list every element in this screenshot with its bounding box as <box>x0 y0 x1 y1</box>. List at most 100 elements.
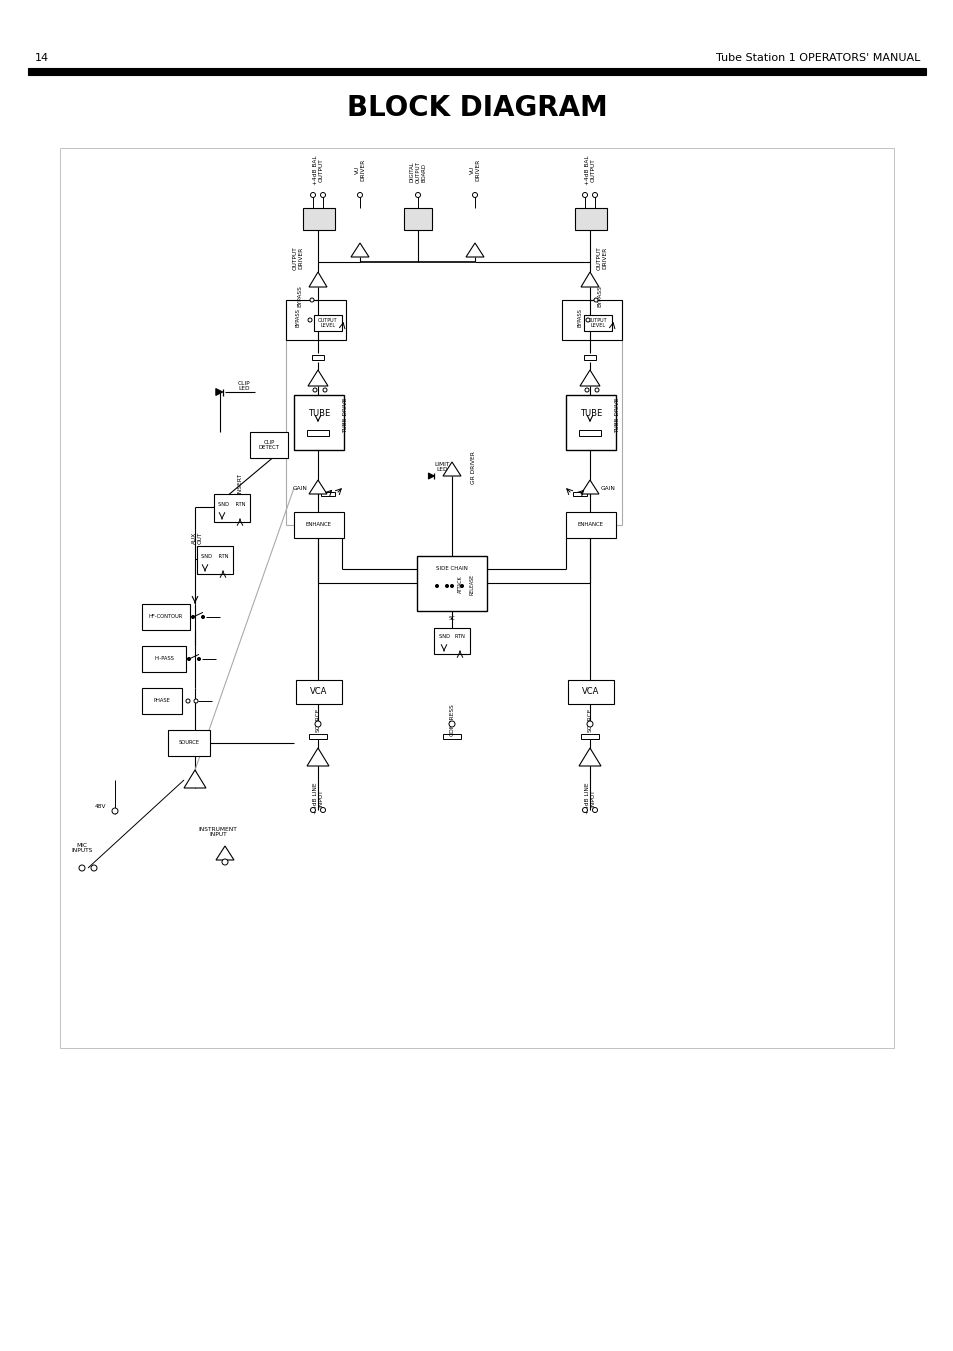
Text: SND   RTN: SND RTN <box>438 634 464 639</box>
Bar <box>142 604 190 630</box>
Text: DIGITAL
OUTPUT
BOARD: DIGITAL OUTPUT BOARD <box>409 161 426 182</box>
Circle shape <box>320 192 325 197</box>
Text: BYPASS: BYPASS <box>577 308 582 327</box>
Text: SND    RTN: SND RTN <box>201 554 229 558</box>
Text: GR DRIVER: GR DRIVER <box>471 451 476 485</box>
Bar <box>142 646 186 671</box>
Bar <box>307 430 329 436</box>
Text: Tube Station 1 OPERATORS' MANUAL: Tube Station 1 OPERATORS' MANUAL <box>715 53 919 63</box>
Polygon shape <box>465 243 483 257</box>
Bar <box>580 734 598 739</box>
Text: INSERT: INSERT <box>237 473 242 494</box>
Bar <box>561 300 621 340</box>
Circle shape <box>586 721 593 727</box>
Bar <box>295 680 341 704</box>
Circle shape <box>193 698 198 703</box>
Text: OUTPUT
LEVEL: OUTPUT LEVEL <box>588 317 607 328</box>
Text: 14: 14 <box>35 53 49 63</box>
Bar <box>312 355 324 359</box>
Text: ENHANCE: ENHANCE <box>306 523 332 527</box>
Circle shape <box>197 658 200 661</box>
Bar <box>294 512 344 538</box>
Circle shape <box>188 658 191 661</box>
Polygon shape <box>578 748 600 766</box>
Bar <box>168 730 210 757</box>
Text: TUBE: TUBE <box>308 408 330 417</box>
Bar <box>309 734 327 739</box>
Text: BLOCK DIAGRAM: BLOCK DIAGRAM <box>346 95 607 122</box>
Text: COMPRESS: COMPRESS <box>449 704 454 736</box>
Bar <box>286 300 346 340</box>
Circle shape <box>472 192 477 197</box>
Circle shape <box>357 192 362 197</box>
Circle shape <box>592 808 597 812</box>
Bar <box>573 492 586 496</box>
Bar <box>575 208 606 230</box>
Circle shape <box>582 192 587 197</box>
Text: MIC
INPUTS: MIC INPUTS <box>71 843 92 854</box>
Text: VCA: VCA <box>581 688 599 697</box>
Circle shape <box>320 808 325 812</box>
Text: ENHANCE: ENHANCE <box>578 523 603 527</box>
Text: +4dB LINE
INPUT: +4dB LINE INPUT <box>584 782 595 813</box>
Circle shape <box>186 698 190 703</box>
Text: GAIN: GAIN <box>293 485 307 490</box>
Text: OUTPUT
LEVEL: OUTPUT LEVEL <box>318 317 337 328</box>
Circle shape <box>449 721 455 727</box>
Polygon shape <box>442 462 460 476</box>
Circle shape <box>416 192 420 197</box>
Circle shape <box>308 317 312 322</box>
Polygon shape <box>351 243 369 257</box>
Polygon shape <box>307 748 329 766</box>
Bar <box>578 430 600 436</box>
Text: INSTRUMENT
INPUT: INSTRUMENT INPUT <box>198 827 237 838</box>
Text: HF-CONTOUR: HF-CONTOUR <box>149 615 183 620</box>
Bar <box>250 432 288 458</box>
Polygon shape <box>215 846 233 861</box>
Text: TUBE DRIVE: TUBE DRIVE <box>615 397 619 432</box>
Bar <box>142 688 182 713</box>
Circle shape <box>201 616 204 619</box>
Text: VCA: VCA <box>310 688 327 697</box>
Circle shape <box>582 808 587 812</box>
Text: +4dB BAL
OUTPUT: +4dB BAL OUTPUT <box>313 155 323 185</box>
Text: SOURCE: SOURCE <box>315 708 320 732</box>
Bar <box>28 68 925 76</box>
Bar <box>434 628 470 654</box>
Bar <box>416 557 486 611</box>
Bar <box>565 394 616 450</box>
Circle shape <box>445 585 448 588</box>
Circle shape <box>595 388 598 392</box>
Bar <box>213 494 250 521</box>
Text: HI-PASS: HI-PASS <box>153 657 173 662</box>
Circle shape <box>585 317 589 322</box>
Bar <box>196 546 233 574</box>
Text: SOURCE: SOURCE <box>587 708 592 732</box>
Text: SOURCE: SOURCE <box>178 740 199 746</box>
Polygon shape <box>579 370 599 386</box>
Text: SND    RTN: SND RTN <box>218 501 246 507</box>
Text: 48V: 48V <box>94 804 106 808</box>
Circle shape <box>222 859 228 865</box>
Bar <box>565 512 616 538</box>
Circle shape <box>112 808 118 815</box>
Bar <box>320 492 335 496</box>
Text: RELEASE: RELEASE <box>469 573 474 594</box>
Circle shape <box>313 388 316 392</box>
Polygon shape <box>308 370 328 386</box>
Text: CLIP
LED: CLIP LED <box>237 381 251 392</box>
Circle shape <box>79 865 85 871</box>
Text: LIMIT
LED: LIMIT LED <box>434 462 449 473</box>
Bar <box>583 355 596 359</box>
Bar <box>303 208 335 230</box>
Circle shape <box>435 585 438 588</box>
Bar <box>583 315 612 331</box>
Polygon shape <box>428 473 434 480</box>
Bar <box>314 315 341 331</box>
Text: GAIN: GAIN <box>600 485 615 490</box>
Text: SIDE CHAIN: SIDE CHAIN <box>436 566 468 570</box>
Text: TUBE: TUBE <box>579 408 601 417</box>
Text: SC: SC <box>448 616 455 620</box>
Text: VU
DRIVER: VU DRIVER <box>469 159 480 181</box>
Bar <box>442 734 460 739</box>
